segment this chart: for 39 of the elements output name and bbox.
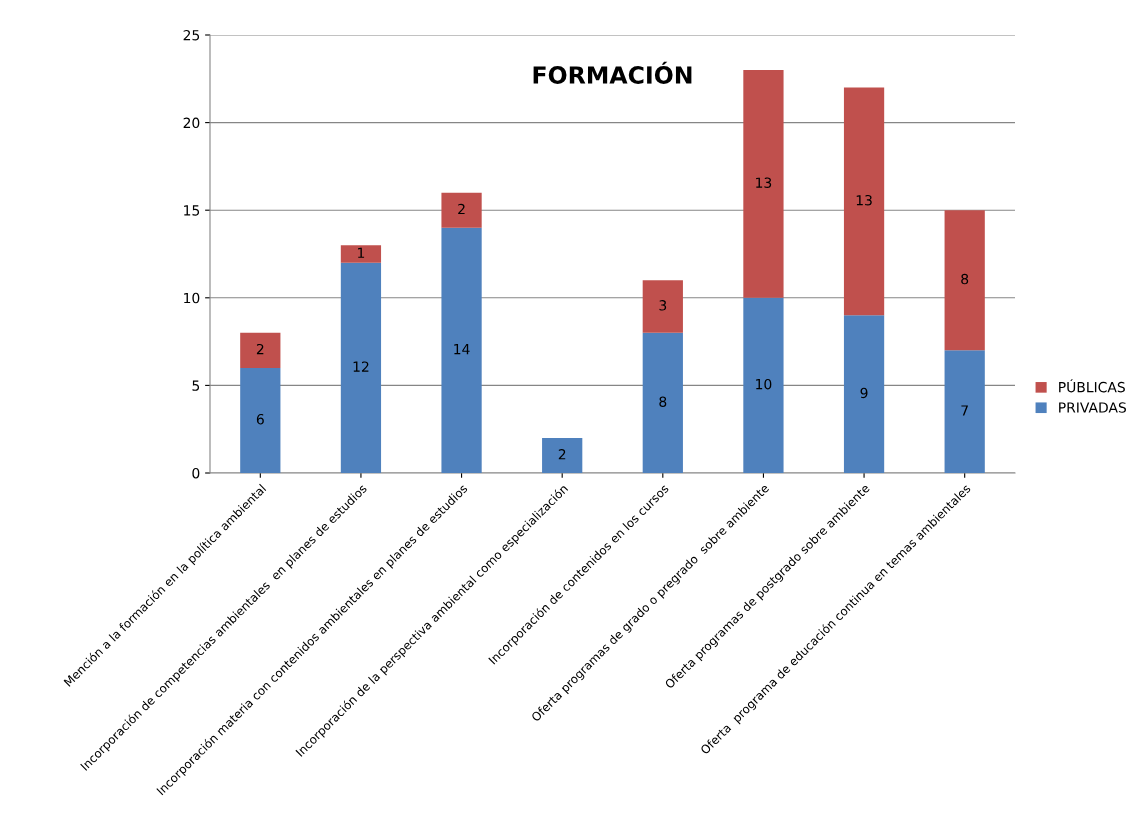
y-tick-label: 0 [192, 467, 200, 479]
data-label: 7 [961, 405, 968, 416]
data-label: 10 [756, 378, 772, 390]
y-tick-label: 20 [183, 117, 200, 129]
data-label: 13 [756, 177, 772, 188]
data-label: 2 [256, 343, 264, 355]
bar [542, 437, 583, 473]
data-label: 1 [358, 247, 365, 258]
bar [843, 315, 885, 473]
bar [944, 210, 985, 351]
data-label: 6 [256, 413, 264, 425]
bar [340, 262, 382, 473]
y-tick-label: 25 [183, 29, 200, 41]
bar [944, 350, 985, 473]
bar [743, 70, 784, 298]
data-label: 2 [558, 449, 566, 460]
bar [743, 297, 784, 473]
bar [441, 192, 482, 228]
data-label: 14 [454, 344, 470, 355]
bar [441, 227, 482, 473]
bar [240, 332, 281, 368]
bar [843, 87, 885, 316]
data-label: 2 [458, 203, 465, 215]
data-label: 3 [659, 300, 667, 311]
legend-label: PRIVADAS [1059, 402, 1127, 413]
data-label: 9 [860, 387, 868, 399]
bar [642, 280, 683, 333]
data-label: 8 [659, 396, 667, 407]
y-tick-label: 10 [184, 292, 200, 304]
bar [340, 245, 382, 263]
bar [642, 332, 683, 473]
y-tick-label: 5 [192, 380, 200, 391]
bar [240, 367, 281, 473]
data-label: 13 [856, 194, 872, 206]
legend-label: PÚBLICAS [1059, 379, 1125, 393]
text: FORMACIÓN [533, 61, 692, 84]
data-label: 12 [353, 361, 369, 372]
y-tick-label: 15 [184, 205, 200, 216]
data-label: 8 [961, 273, 969, 285]
